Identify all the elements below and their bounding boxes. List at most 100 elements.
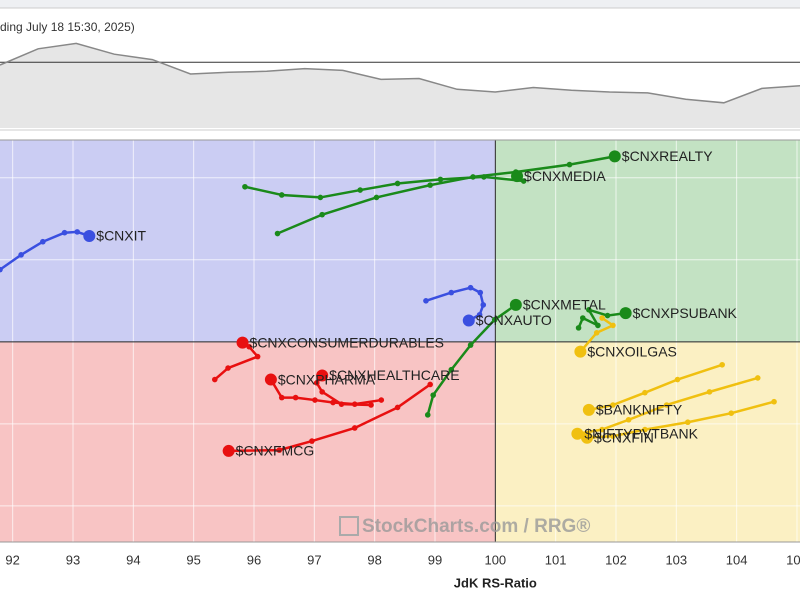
tail-line: [586, 400, 775, 440]
tail-point: [424, 412, 431, 418]
tail-head: [83, 229, 96, 242]
tail-point: [211, 376, 218, 383]
tail-point: [706, 389, 713, 395]
tail-head: [462, 314, 475, 327]
tail-point: [378, 397, 385, 403]
benchmark-area: [0, 43, 800, 128]
tail-point: [642, 389, 648, 396]
tail-head: [316, 369, 329, 382]
tail-point: [719, 361, 725, 368]
series-label: $CNXPHARMA: [278, 371, 376, 387]
tail-head: [581, 431, 594, 444]
tail-point: [480, 302, 487, 308]
tail-point: [437, 176, 444, 183]
tail-head: [619, 307, 632, 320]
watermark-icon: [339, 516, 359, 536]
tail-point: [476, 311, 483, 318]
series-label: $CNXMEDIA: [524, 168, 606, 184]
series-label: $NIFTYPVTBANK: [584, 425, 698, 441]
tail-point: [610, 322, 616, 329]
tail-point: [278, 192, 285, 198]
x-tick-label: 97: [307, 552, 321, 567]
tail-point: [771, 398, 777, 405]
tail-point: [242, 183, 248, 190]
tail-point: [520, 178, 527, 184]
tail-point: [674, 376, 681, 383]
series-label: $CNXOILGAS: [587, 343, 676, 359]
tail-point: [448, 366, 455, 373]
tail-point: [477, 289, 484, 296]
x-axis-label: JdK RS-Ratio: [454, 575, 537, 590]
tail-point: [427, 381, 433, 388]
tail-point: [625, 416, 632, 423]
x-tick-label: 98: [367, 552, 381, 567]
tails: [0, 150, 777, 457]
x-tick-label: 93: [66, 552, 80, 567]
series-label: $CNXFIN: [594, 430, 654, 446]
rrg-chart: 9293949596979899100101102103104105106Sto…: [0, 139, 800, 590]
tail-point: [481, 174, 487, 180]
tail-head: [582, 403, 595, 416]
quadrant-lagging: [0, 341, 496, 542]
series-label: $CNXAUTO: [476, 312, 552, 328]
tail-point: [642, 426, 648, 433]
tail-point: [586, 307, 592, 313]
tail-point: [491, 316, 498, 323]
x-tick-label: 96: [247, 552, 261, 567]
x-tick-label: 105: [786, 552, 800, 567]
x-tick-label: 99: [428, 552, 442, 567]
tail-point: [593, 329, 600, 336]
tail-point: [18, 252, 24, 258]
series-label: $CNXHEALTHCARE: [329, 367, 459, 383]
tail-point: [610, 433, 616, 439]
tail-point: [357, 187, 363, 193]
benchmark-chart: [0, 42, 800, 128]
x-tick-label: 92: [5, 552, 19, 567]
tail-point: [663, 402, 670, 408]
x-tick-label: 103: [665, 552, 687, 567]
tail-point: [430, 392, 436, 398]
quadrant-weakening: [495, 341, 800, 542]
tail-point: [575, 325, 582, 331]
tail-point: [423, 298, 429, 304]
tail-point: [317, 194, 324, 201]
tail-point: [448, 289, 455, 296]
tail-point: [684, 419, 691, 426]
x-tick-label: 95: [186, 552, 200, 567]
benchmark-line: [0, 42, 800, 104]
tail-head: [571, 427, 584, 440]
quadrant-improving: [0, 140, 496, 342]
tail-head: [222, 444, 235, 457]
tail-point: [254, 353, 261, 360]
tail-head: [509, 298, 522, 311]
tail-point: [394, 404, 401, 411]
tail-point: [312, 397, 318, 403]
series-label: $CNXIT: [96, 228, 146, 244]
tail-point: [338, 401, 345, 407]
tail-point: [728, 410, 735, 416]
tail-point: [467, 284, 474, 291]
series-label: $BANKNIFTY: [596, 402, 683, 418]
tail-point: [580, 315, 586, 321]
tail-point: [40, 238, 46, 245]
x-tick-label: 100: [484, 552, 506, 567]
tail-point: [313, 380, 320, 386]
series-label: $CNXPSUBANK: [633, 305, 738, 321]
watermark: StockCharts.com / RRG®: [362, 516, 590, 537]
tail-head: [236, 336, 249, 349]
tail-point: [394, 180, 401, 187]
x-tick-label: 94: [126, 552, 140, 567]
panel-subtitle: ding July 18 15:30, 2025): [0, 20, 135, 34]
tail-point: [274, 230, 281, 237]
tail-point: [754, 375, 761, 381]
tail-point: [225, 365, 231, 371]
tail-point: [292, 394, 299, 401]
tail-head: [608, 150, 621, 163]
tail-head: [264, 373, 277, 386]
tail-line: [426, 303, 517, 416]
tail-point: [309, 438, 315, 444]
tail-point: [61, 229, 68, 236]
x-tick-label: 101: [545, 552, 567, 567]
tail-head: [574, 345, 587, 358]
